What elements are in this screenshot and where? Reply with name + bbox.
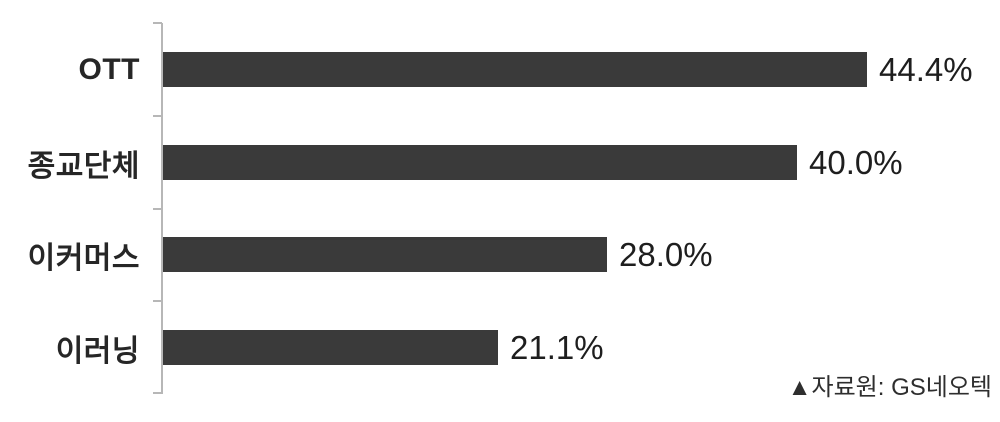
axis-tick <box>153 22 162 24</box>
bar-row: 이러닝 21.1% <box>0 301 1000 394</box>
bar <box>163 52 867 87</box>
source-note: ▲자료원: GS네오텍 <box>787 374 992 401</box>
bar <box>163 145 797 180</box>
value-label: 21.1% <box>510 328 604 366</box>
category-label: 종교단체 <box>27 149 140 183</box>
axis-tick <box>153 115 162 117</box>
category-label: 이러닝 <box>55 334 140 368</box>
category-label: OTT <box>78 52 140 86</box>
category-label: 이커머스 <box>27 241 140 275</box>
value-label: 40.0% <box>809 143 903 181</box>
bar <box>163 237 607 272</box>
value-label: 44.4% <box>879 50 973 88</box>
axis-tick <box>153 392 162 394</box>
y-axis-line <box>161 23 163 394</box>
value-label: 28.0% <box>619 235 713 273</box>
axis-tick <box>153 208 162 210</box>
axis-tick <box>153 300 162 302</box>
bar-row: 이커머스 28.0% <box>0 208 1000 301</box>
bar-row: OTT 44.4% <box>0 23 1000 116</box>
bar-row: 종교단체 40.0% <box>0 116 1000 209</box>
bar <box>163 330 498 365</box>
